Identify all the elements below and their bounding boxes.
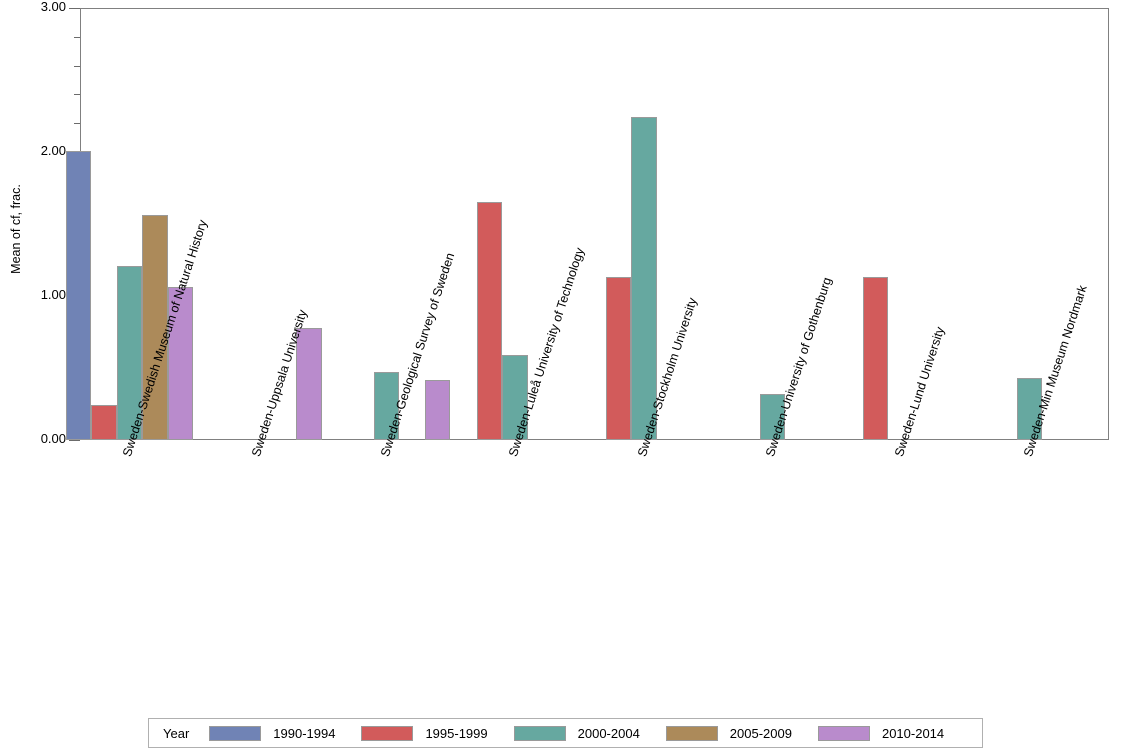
legend-label: 1990-1994 xyxy=(273,725,336,741)
bars-layer xyxy=(65,8,1109,440)
bar xyxy=(476,202,503,440)
bar xyxy=(1016,378,1043,440)
bar xyxy=(502,355,528,440)
legend-item[interactable]: 2010-2014 xyxy=(817,725,945,741)
y-tick-minor xyxy=(74,94,80,96)
y-tick-minor xyxy=(74,65,80,67)
bar xyxy=(296,327,322,440)
legend-swatch xyxy=(817,725,870,741)
legend-item[interactable]: 1995-1999 xyxy=(361,725,488,741)
legend-swatch xyxy=(209,725,262,741)
legend-item[interactable]: 2005-2009 xyxy=(665,725,792,741)
y-tick-label: 0.00 xyxy=(40,431,66,446)
y-tick-label: 1.00 xyxy=(40,287,66,302)
y-tick-label: 2.00 xyxy=(40,143,66,158)
legend-label: 2010-2014 xyxy=(881,725,945,741)
legend-swatch xyxy=(665,725,718,741)
legend-swatch xyxy=(361,725,414,741)
legend-label: 2000-2004 xyxy=(577,725,640,741)
legend-label: 2005-2009 xyxy=(729,725,792,741)
bar xyxy=(631,117,657,440)
bar xyxy=(91,405,117,440)
legend-title: Year xyxy=(163,725,190,741)
bar xyxy=(373,372,400,440)
bar xyxy=(424,379,451,440)
bar xyxy=(759,393,786,440)
bar xyxy=(862,277,889,440)
y-tick-minor xyxy=(74,123,80,125)
bar xyxy=(65,150,92,440)
bar xyxy=(116,265,143,440)
y-tick-label: 3.00 xyxy=(40,0,66,14)
bar xyxy=(167,287,194,440)
legend-label: 1995-1999 xyxy=(425,725,488,741)
legend: Year 1990-1994 1995-1999 2000-2004 2005-200… xyxy=(148,718,983,748)
y-tick-minor xyxy=(74,36,80,38)
legend-item[interactable]: 1990-1994 xyxy=(209,725,336,741)
y-tick-major xyxy=(69,8,80,9)
bar xyxy=(142,215,168,440)
bar xyxy=(605,277,632,440)
y-axis-title: Mean of cf, frac. xyxy=(9,184,23,274)
legend-item[interactable]: 2000-2004 xyxy=(513,725,640,741)
y-tick-major xyxy=(69,440,80,441)
legend-swatch xyxy=(513,725,566,741)
x-axis-labels: Sweden-Swedish Museum of Natural History… xyxy=(0,218,1134,690)
plot-area xyxy=(80,8,1109,440)
